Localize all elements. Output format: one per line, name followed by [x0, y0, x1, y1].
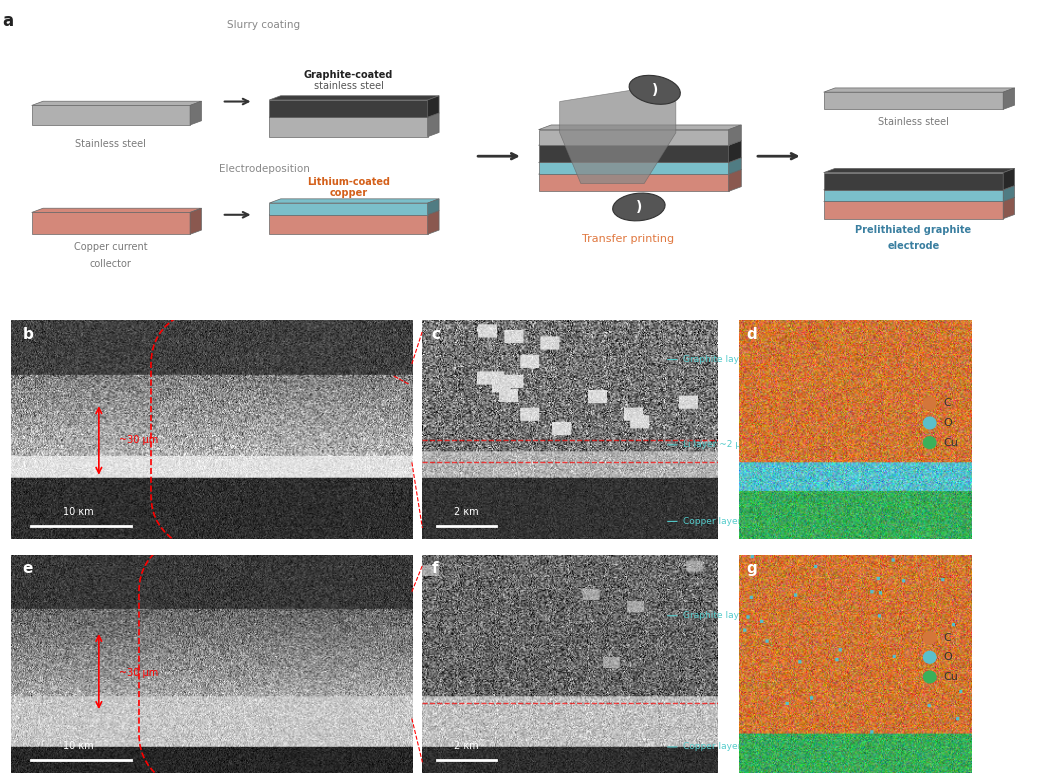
- Text: O: O: [944, 418, 953, 428]
- Text: Stainless steel: Stainless steel: [878, 117, 949, 127]
- Polygon shape: [729, 158, 741, 174]
- Polygon shape: [428, 113, 439, 137]
- Polygon shape: [539, 130, 729, 145]
- Circle shape: [923, 631, 937, 644]
- Polygon shape: [824, 198, 1015, 201]
- Polygon shape: [269, 100, 428, 117]
- Text: Electrodeposition: Electrodeposition: [219, 164, 309, 174]
- Text: c: c: [431, 326, 440, 342]
- Text: Copper layer: Copper layer: [667, 743, 741, 751]
- Polygon shape: [824, 92, 1003, 109]
- Text: 2 κm: 2 κm: [454, 507, 479, 517]
- Circle shape: [923, 397, 937, 410]
- Text: ~30 μm: ~30 μm: [119, 668, 158, 678]
- Polygon shape: [269, 96, 439, 100]
- Polygon shape: [729, 125, 741, 145]
- Text: Slurry coating: Slurry coating: [227, 20, 301, 30]
- Polygon shape: [269, 215, 428, 234]
- Text: f: f: [431, 561, 438, 576]
- Text: e: e: [22, 561, 33, 576]
- Polygon shape: [269, 117, 428, 137]
- Text: Transfer printing: Transfer printing: [582, 234, 675, 244]
- Polygon shape: [824, 169, 1015, 173]
- Text: collector: collector: [90, 259, 132, 269]
- Text: Graphite-coated: Graphite-coated: [304, 70, 393, 80]
- Polygon shape: [269, 203, 428, 215]
- Text: Copper layer: Copper layer: [667, 517, 741, 526]
- Text: Cu: Cu: [944, 437, 959, 448]
- Text: ): ): [652, 83, 658, 97]
- Text: ): ): [636, 200, 642, 214]
- Polygon shape: [539, 174, 729, 191]
- Text: a: a: [2, 12, 14, 30]
- Polygon shape: [729, 169, 741, 191]
- Text: C: C: [944, 633, 951, 643]
- Polygon shape: [824, 88, 1015, 92]
- Polygon shape: [190, 209, 202, 234]
- Polygon shape: [428, 211, 439, 234]
- Text: 10 κm: 10 κm: [63, 507, 94, 517]
- Polygon shape: [428, 96, 439, 117]
- Text: copper: copper: [329, 188, 367, 198]
- Text: 2 κm: 2 κm: [454, 741, 479, 751]
- Circle shape: [923, 670, 937, 683]
- Text: Graphite layer: Graphite layer: [667, 612, 748, 620]
- Polygon shape: [824, 173, 1003, 190]
- Text: Graphite layer: Graphite layer: [667, 355, 748, 364]
- Polygon shape: [539, 125, 741, 130]
- Polygon shape: [824, 186, 1015, 190]
- Text: Cu: Cu: [944, 672, 959, 682]
- Text: Stainless steel: Stainless steel: [75, 139, 147, 149]
- Text: Prelithiated graphite: Prelithiated graphite: [855, 225, 972, 235]
- Text: Li layer ~2 μm: Li layer ~2 μm: [667, 440, 750, 449]
- Ellipse shape: [629, 75, 680, 105]
- Text: g: g: [747, 561, 757, 576]
- Polygon shape: [269, 199, 439, 203]
- Polygon shape: [729, 141, 741, 162]
- Circle shape: [923, 416, 937, 430]
- Text: ~30 μm: ~30 μm: [119, 436, 158, 445]
- Circle shape: [923, 651, 937, 664]
- Text: d: d: [747, 326, 757, 342]
- Text: Copper current: Copper current: [74, 242, 148, 252]
- Polygon shape: [269, 113, 439, 117]
- Polygon shape: [539, 141, 741, 145]
- Polygon shape: [428, 199, 439, 215]
- Polygon shape: [32, 209, 202, 212]
- Text: Lithium-coated: Lithium-coated: [307, 177, 390, 187]
- Polygon shape: [539, 145, 729, 162]
- Polygon shape: [32, 212, 190, 234]
- Polygon shape: [1003, 198, 1015, 219]
- Polygon shape: [824, 190, 1003, 201]
- Polygon shape: [1003, 169, 1015, 190]
- Polygon shape: [560, 90, 676, 184]
- Ellipse shape: [612, 193, 665, 221]
- Text: electrode: electrode: [887, 241, 940, 251]
- Text: stainless steel: stainless steel: [314, 81, 383, 91]
- Polygon shape: [539, 162, 729, 174]
- Polygon shape: [269, 211, 439, 215]
- Polygon shape: [539, 169, 741, 174]
- Text: O: O: [944, 652, 953, 662]
- Polygon shape: [32, 102, 202, 105]
- Polygon shape: [1003, 186, 1015, 201]
- Polygon shape: [190, 102, 202, 125]
- Circle shape: [923, 436, 937, 449]
- Polygon shape: [539, 158, 741, 162]
- Text: b: b: [22, 326, 34, 342]
- Polygon shape: [1003, 88, 1015, 109]
- Polygon shape: [32, 105, 190, 125]
- Text: 10 κm: 10 κm: [63, 741, 94, 751]
- Text: C: C: [944, 398, 951, 408]
- Polygon shape: [824, 201, 1003, 219]
